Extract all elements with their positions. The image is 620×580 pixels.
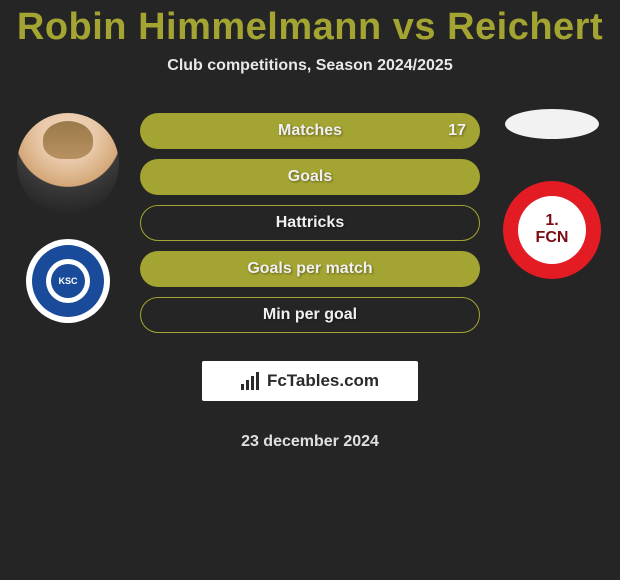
team-badge-left: KSC	[26, 239, 110, 323]
date-label: 23 december 2024	[241, 433, 379, 451]
branding-card: FcTables.com	[202, 361, 418, 401]
stat-label: Goals per match	[140, 260, 480, 278]
stat-label: Goals	[140, 168, 480, 186]
stat-bar-goals-per-match: Goals per match	[140, 251, 480, 287]
stat-label: Min per goal	[141, 306, 479, 324]
team-label-right: 1.FCN	[536, 213, 569, 247]
player-photo-left	[17, 113, 119, 215]
player-photo-right-placeholder	[505, 109, 599, 139]
right-column: 1.FCN	[492, 113, 612, 279]
bar-chart-icon	[241, 372, 261, 390]
team-label-left: KSC	[51, 264, 85, 298]
stats-column: Matches 17 Goals Hattricks Goals per mat…	[128, 113, 492, 451]
team-badge-right: 1.FCN	[503, 181, 601, 279]
stat-bar-goals: Goals	[140, 159, 480, 195]
content-row: KSC Matches 17 Goals Hattricks Goals per…	[0, 113, 620, 451]
stat-bar-hattricks: Hattricks	[140, 205, 480, 241]
subtitle: Club competitions, Season 2024/2025	[0, 57, 620, 75]
stat-label: Hattricks	[141, 214, 479, 232]
page-title: Robin Himmelmann vs Reichert	[0, 0, 620, 49]
stat-label: Matches	[140, 122, 480, 140]
branding-label: FcTables.com	[267, 371, 379, 391]
stat-value-right: 17	[448, 122, 466, 140]
left-column: KSC	[8, 113, 128, 323]
stat-bar-matches: Matches 17	[140, 113, 480, 149]
stat-bar-min-per-goal: Min per goal	[140, 297, 480, 333]
